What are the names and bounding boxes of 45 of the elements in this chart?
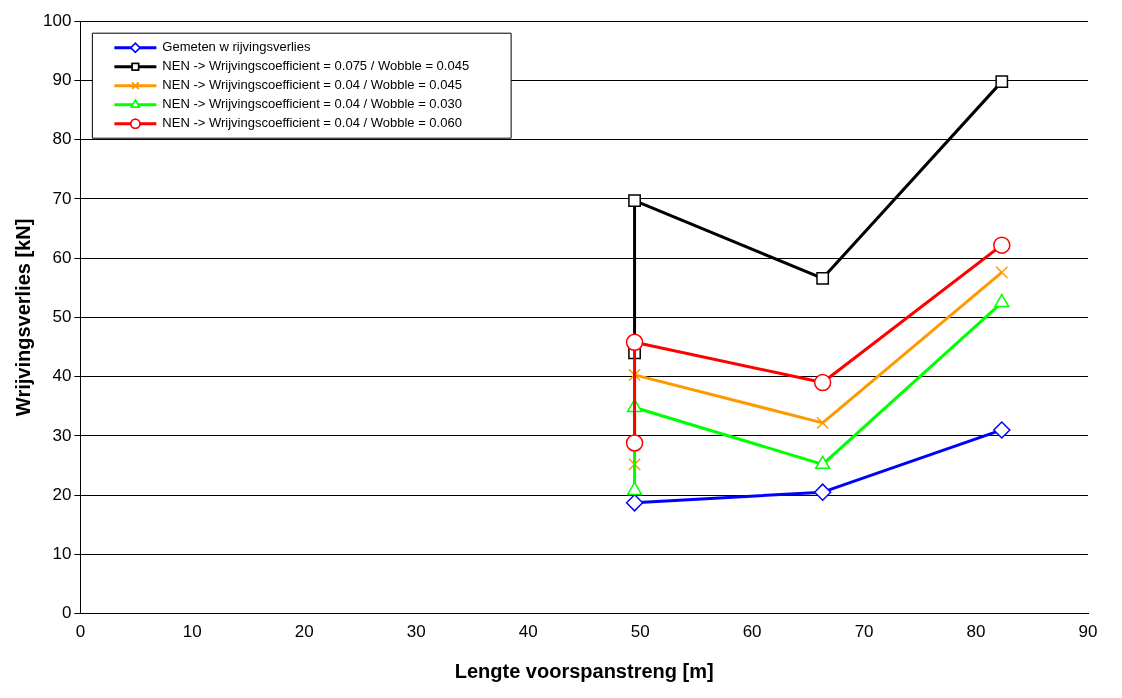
x-tick-label: 0 [75,622,86,642]
point [814,455,831,470]
x-tick-label: 90 [1078,622,1098,642]
x-tick-label: 10 [182,622,202,642]
legend-label: NEN -> Wrijvingscoefficient = 0.04 / Wobble = 0.060 [162,115,462,131]
point [816,416,830,430]
x-tick-label: 70 [854,622,874,642]
point [628,457,641,471]
point [628,194,641,208]
y-tick-label: 90 [52,70,72,90]
point [813,373,832,392]
x-tick-label: 20 [294,622,314,642]
x-tick-label: 60 [742,622,762,642]
y-tick-label: 10 [52,544,72,564]
y-tick-label: 100 [42,10,72,30]
point [628,368,641,382]
point [625,434,644,452]
y-tick-label: 60 [52,247,72,267]
point [813,483,832,501]
x-axis-title: Lengte voorspanstreng [m] [454,659,714,682]
point [625,494,644,512]
point [993,421,1011,439]
y-tick-label: 30 [52,425,72,445]
legend-label: NEN -> Wrijvingscoefficient = 0.04 / Wobble = 0.030 [162,96,462,112]
x-tick-label: 80 [966,622,986,642]
y-tick-label: 80 [52,129,72,149]
y-tick-label: 20 [52,484,72,504]
x-tick-label: 40 [518,622,538,642]
point [626,481,643,496]
x-tick-label: 50 [630,622,650,642]
point [816,271,830,285]
point [995,265,1009,279]
legend-label: NEN -> Wrijvingscoefficient = 0.04 / Wobble = 0.045 [162,77,462,93]
y-axis-title: Wrijvingsverlies [kN] [11,218,34,417]
legend-label: NEN -> Wrijvingscoefficient = 0.075 / Wobble = 0.045 [162,58,470,74]
point [994,293,1010,308]
y-tick-label: 40 [52,366,72,386]
x-tick-label: 30 [406,622,426,642]
legend-label: Gemeten w rijvingsverlies [162,39,311,55]
y-tick-label: 70 [52,188,72,208]
point [625,333,644,352]
y-tick-label: 0 [61,603,72,623]
point [993,236,1011,254]
y-tick-label: 50 [52,307,72,327]
point [995,75,1009,89]
